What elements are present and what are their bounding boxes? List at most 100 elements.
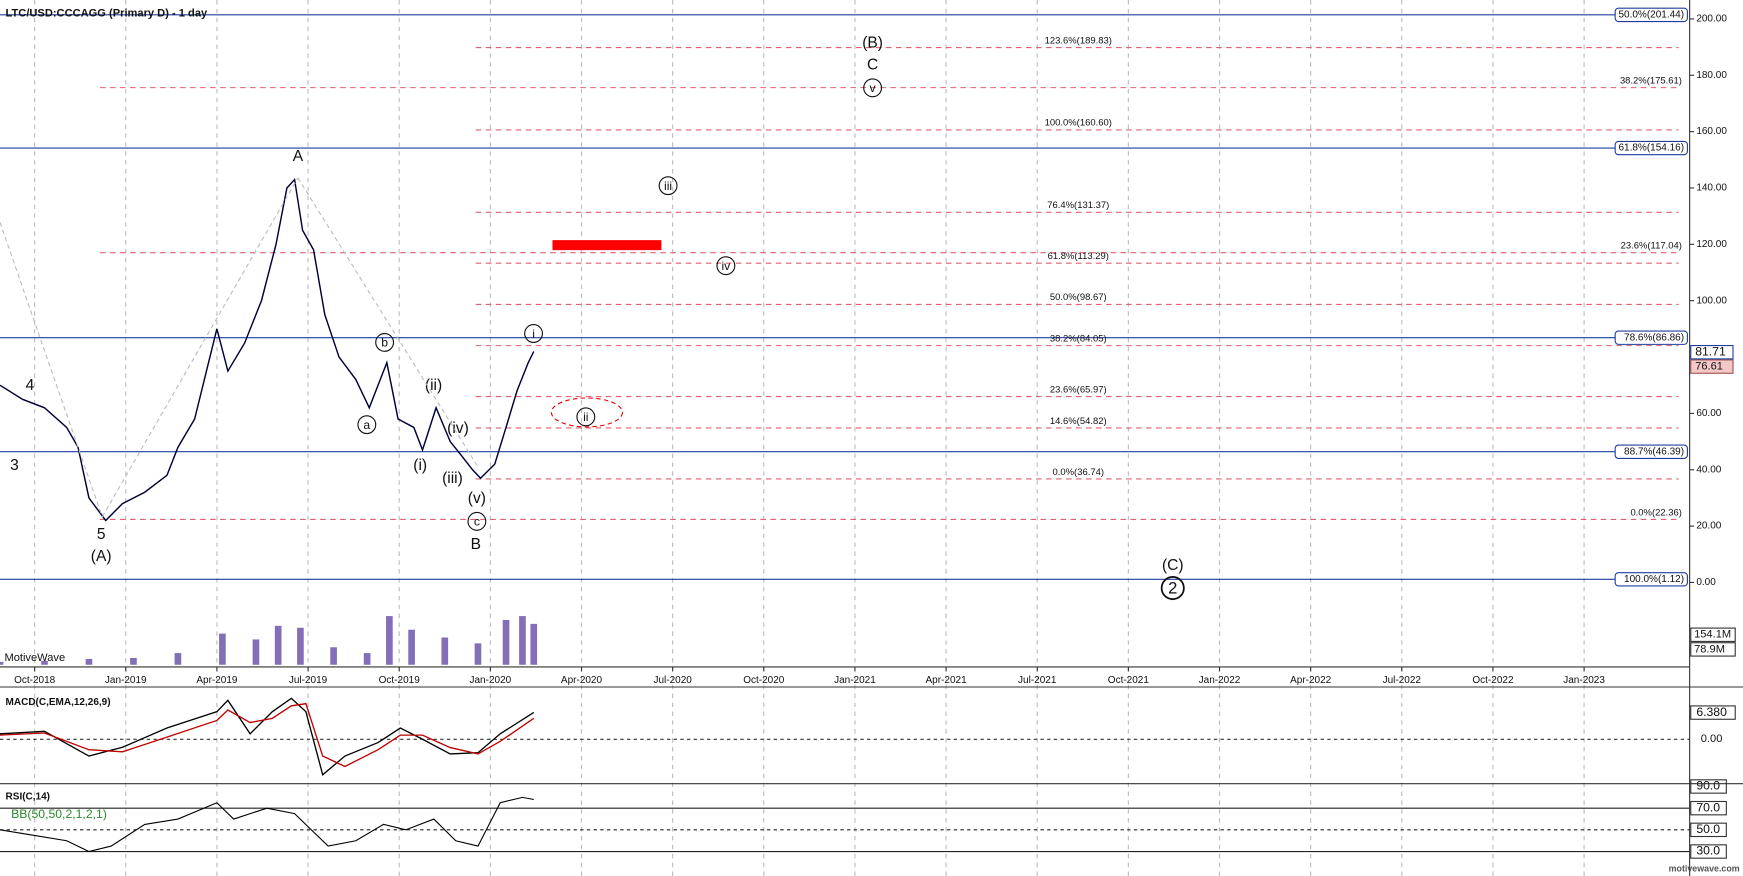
- footer: motivewave.com: [1669, 864, 1740, 874]
- volume-bar: [219, 633, 226, 665]
- wave-circle: [863, 78, 883, 98]
- last-price-box: [1690, 344, 1734, 360]
- volume-bar: [274, 625, 282, 665]
- x-tick-label: Jan-2021: [834, 675, 876, 686]
- wave-circle: [524, 324, 544, 343]
- macd-value-label: 6.380: [1696, 705, 1727, 719]
- watermark: MotiveWave: [4, 652, 65, 664]
- macd-box: [1690, 705, 1736, 720]
- rsi-title: RSI(C,14): [6, 792, 50, 803]
- wave-label: (C): [1162, 557, 1184, 574]
- volume-bar: [441, 637, 449, 665]
- wave-label: C: [867, 57, 878, 74]
- level-label: 61.8%(154.16): [1618, 143, 1684, 154]
- rsi-box: [1690, 822, 1727, 838]
- wave-label: i: [532, 327, 535, 341]
- y-tick-label: 200.00: [1696, 14, 1727, 25]
- fib-label: 23.6%(65.97): [1050, 384, 1107, 395]
- y-tick-label: 60.00: [1696, 408, 1721, 419]
- level-label: 88.7%(46.39): [1624, 446, 1684, 457]
- rsi-box: [1690, 844, 1727, 859]
- x-tick-label: Jan-2020: [470, 675, 512, 686]
- fib-label: 0.0%(36.74): [1053, 467, 1104, 478]
- volume-bar: [474, 643, 482, 665]
- volume-bar: [330, 647, 337, 665]
- level-box: [1614, 444, 1688, 459]
- wave-label: 5: [97, 526, 106, 543]
- y-tick-label: 120.00: [1696, 239, 1727, 250]
- volume-bar: [85, 658, 93, 665]
- x-tick-label: Jan-2019: [105, 675, 147, 686]
- wave-label: 3: [10, 457, 19, 474]
- y-tick-label: 160.00: [1696, 126, 1727, 137]
- rsi-line: [0, 796, 534, 853]
- target-ellipse: [550, 397, 624, 428]
- wave-label: (A): [91, 548, 112, 565]
- bb-label: BB(50,50,2,1,2,1): [11, 807, 107, 821]
- x-tick-label: Jan-2022: [1199, 675, 1241, 686]
- fib-label: 0.0%(22.36): [1630, 507, 1681, 518]
- y-tick-label: 70.0: [1696, 800, 1720, 814]
- wave-circle: [658, 176, 678, 196]
- wave-label: a: [363, 418, 370, 432]
- volume-bar: [0, 661, 4, 665]
- wave-circle: [467, 511, 487, 531]
- prior-close-box: [1690, 359, 1734, 374]
- volume-bar: [174, 653, 182, 665]
- level-box: [1614, 140, 1688, 156]
- wave-circle: [1160, 576, 1185, 601]
- volume-bar: [519, 616, 526, 665]
- projection-line: [101, 177, 299, 518]
- wave-label: b: [381, 336, 388, 350]
- level-box: [1614, 7, 1688, 23]
- wave-circle: [357, 415, 377, 435]
- y-tick-label: 90.0: [1696, 779, 1720, 793]
- level-box: [1614, 572, 1688, 587]
- price-line: [0, 177, 535, 522]
- x-tick-label: Oct-2019: [379, 675, 421, 686]
- volume-bar: [130, 657, 137, 665]
- y-tick-label: 40.00: [1696, 464, 1721, 475]
- wave-circle: [716, 256, 736, 276]
- x-tick-label: Apr-2022: [1290, 675, 1332, 686]
- volume-bar: [530, 623, 538, 665]
- x-tick-label: Jul-2020: [653, 675, 692, 686]
- wave-label: (i): [413, 457, 427, 474]
- level-label: 78.6%(86.86): [1624, 332, 1684, 343]
- y-tick-label: 30.0: [1696, 844, 1720, 858]
- x-tick-label: Jul-2021: [1018, 675, 1057, 686]
- macd-line: [0, 702, 535, 768]
- volume-bar: [41, 660, 48, 665]
- volume-bar: [408, 629, 415, 665]
- wave-label: B: [471, 536, 481, 553]
- level-label: 50.0%(201.44): [1618, 9, 1684, 20]
- wave-label: (v): [468, 490, 486, 507]
- x-tick-label: Jul-2022: [1383, 675, 1422, 686]
- volume-bar: [502, 619, 510, 665]
- x-tick-label: Oct-2018: [14, 675, 56, 686]
- x-tick-label: Apr-2019: [196, 675, 238, 686]
- volume-bar: [386, 616, 393, 665]
- y-tick-label: 50.0: [1696, 822, 1720, 836]
- x-tick-label: Jan-2023: [1563, 675, 1605, 686]
- fib-label: 61.8%(113.29): [1048, 251, 1109, 262]
- prior-close-label: 76.61: [1695, 361, 1723, 373]
- fib-label: 100.0%(160.60): [1045, 118, 1112, 129]
- x-tick-label: Oct-2020: [743, 675, 785, 686]
- fib-label: 50.0%(98.67): [1050, 292, 1107, 303]
- x-tick-label: Oct-2022: [1472, 675, 1514, 686]
- projection-line: [297, 177, 479, 468]
- wave-label: (B): [862, 34, 883, 51]
- fib-label: 23.6%(117.04): [1621, 240, 1682, 251]
- volume-box: [1690, 642, 1736, 657]
- macd-title: MACD(C,EMA,12,26,9): [6, 697, 111, 708]
- fib-label: 38.2%(175.61): [1620, 75, 1682, 86]
- fib-label: 14.6%(54.82): [1050, 416, 1107, 427]
- x-tick-label: Oct-2021: [1108, 675, 1150, 686]
- volume-tick-label: 154.1M: [1694, 629, 1731, 641]
- volume-tick-label: 78.9M: [1694, 643, 1725, 655]
- rsi-box: [1690, 800, 1727, 816]
